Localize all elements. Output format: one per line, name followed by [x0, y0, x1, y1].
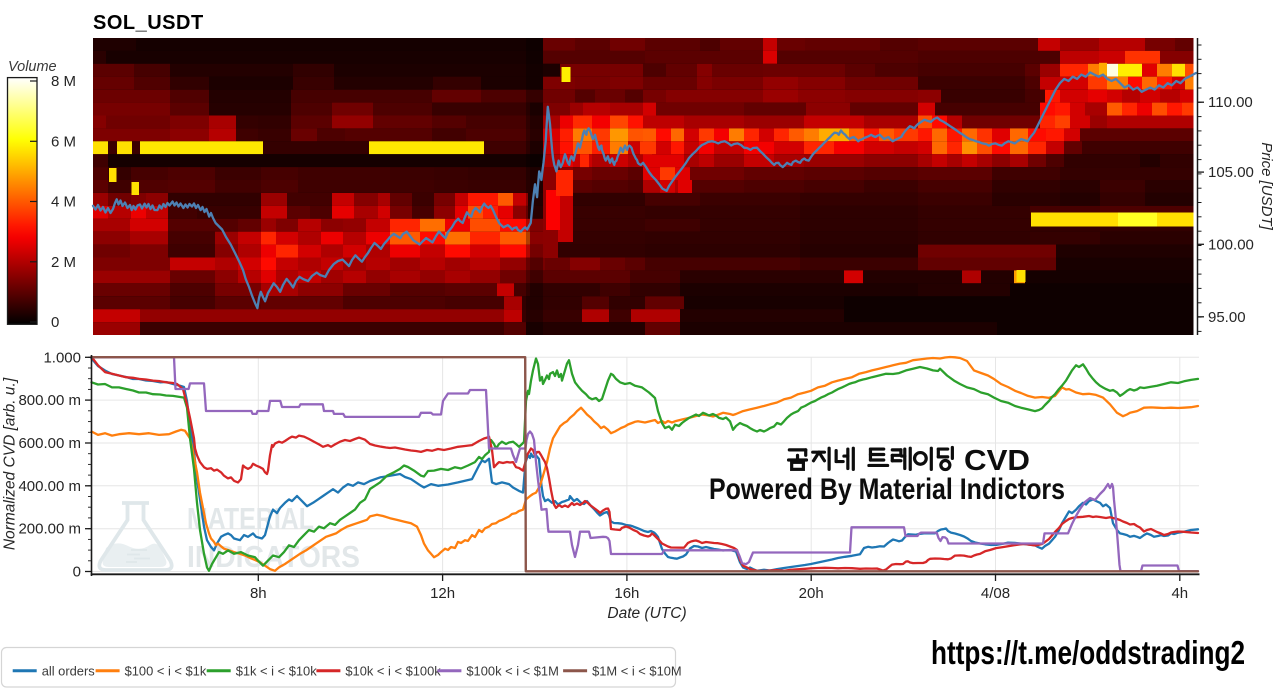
svg-text:$10k < i < $100k: $10k < i < $100k: [345, 664, 441, 679]
svg-text:CVD: CVD: [964, 445, 1030, 477]
svg-text:Volume: Volume: [8, 59, 57, 75]
svg-text:$1k < i < $10k: $1k < i < $10k: [236, 664, 318, 679]
svg-text:0: 0: [51, 314, 59, 331]
svg-text:1.000: 1.000: [43, 349, 81, 366]
svg-text:600.00 m: 600.00 m: [18, 435, 81, 452]
svg-text:Date (UTC): Date (UTC): [607, 605, 686, 622]
svg-text:12h: 12h: [430, 585, 455, 602]
svg-text:110.00: 110.00: [1208, 94, 1253, 111]
svg-text:6 M: 6 M: [51, 133, 76, 150]
svg-text:16h: 16h: [614, 585, 639, 602]
svg-text:8 M: 8 M: [51, 73, 76, 90]
svg-text:$1M < i < $10M: $1M < i < $10M: [592, 664, 682, 679]
svg-text:Normalized CVD [arb. u.]: Normalized CVD [arb. u.]: [2, 377, 19, 550]
svg-text:95.00: 95.00: [1208, 309, 1246, 326]
svg-text:SOL_USDT: SOL_USDT: [93, 12, 204, 34]
svg-text:100.00: 100.00: [1208, 236, 1254, 253]
svg-text:105.00: 105.00: [1208, 164, 1254, 181]
svg-text:$100k < i < $1M: $100k < i < $1M: [466, 664, 558, 679]
svg-text:800.00 m: 800.00 m: [18, 392, 81, 409]
svg-text:https://t.me/oddstrading2: https://t.me/oddstrading2: [931, 634, 1245, 671]
svg-text:400.00 m: 400.00 m: [18, 478, 81, 495]
svg-text:200.00 m: 200.00 m: [18, 521, 81, 538]
svg-text:8h: 8h: [250, 585, 267, 602]
svg-text:all orders: all orders: [42, 664, 95, 679]
svg-text:0: 0: [73, 564, 81, 581]
svg-text:4 M: 4 M: [51, 194, 76, 211]
svg-text:Powered By Material Indictors: Powered By Material Indictors: [709, 473, 1065, 506]
svg-text:Price [USDT]: Price [USDT]: [1258, 142, 1275, 230]
svg-text:$100 < i < $1k: $100 < i < $1k: [125, 664, 207, 679]
svg-text:20h: 20h: [799, 585, 824, 602]
svg-text:4/08: 4/08: [981, 585, 1010, 602]
svg-text:4h: 4h: [1171, 585, 1188, 602]
svg-text:2 M: 2 M: [51, 254, 76, 271]
